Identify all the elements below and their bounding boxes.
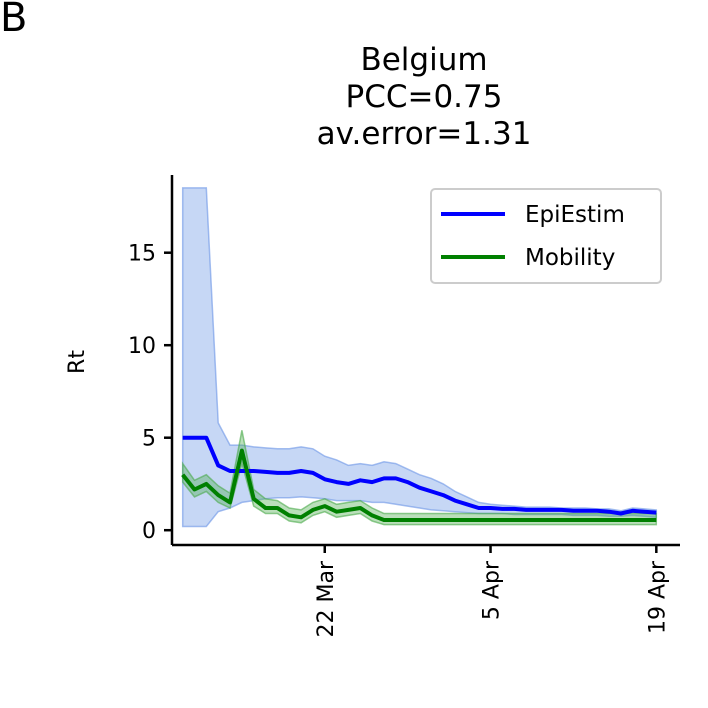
- y-tick-label: 5: [142, 427, 156, 452]
- series-lines: [181, 435, 657, 522]
- y-tick-label: 10: [128, 334, 156, 359]
- panel-label: B: [0, 0, 28, 41]
- axes: [170, 175, 680, 547]
- title-line-pcc: PCC=0.75: [345, 79, 503, 115]
- y-axis-label: Rt: [65, 350, 90, 374]
- y-ticks: 0 5 10 15: [128, 242, 172, 544]
- legend-label-epiestim: EpiEstim: [525, 202, 625, 228]
- epiestim-line: [182, 435, 657, 516]
- chart-title: Belgium PCC=0.75 av.error=1.31: [214, 42, 634, 153]
- y-tick-label: 0: [142, 519, 156, 544]
- legend-label-mobility: Mobility: [525, 245, 615, 271]
- x-tick-label: 5 Apr: [480, 560, 505, 620]
- title-line-country: Belgium: [360, 42, 488, 78]
- y-tick-label: 15: [128, 242, 156, 267]
- confidence-bands: [181, 187, 658, 528]
- title-line-error: av.error=1.31: [316, 116, 532, 152]
- x-tick-label: 22 Mar: [314, 560, 339, 637]
- legend: EpiEstim Mobility: [430, 188, 662, 284]
- x-tick-label: 19 Apr: [645, 560, 670, 634]
- mobility-confidence-band: [181, 430, 658, 526]
- mobility-line: [181, 448, 657, 522]
- x-ticks: 22 Mar 5 Apr 19 Apr: [314, 545, 670, 638]
